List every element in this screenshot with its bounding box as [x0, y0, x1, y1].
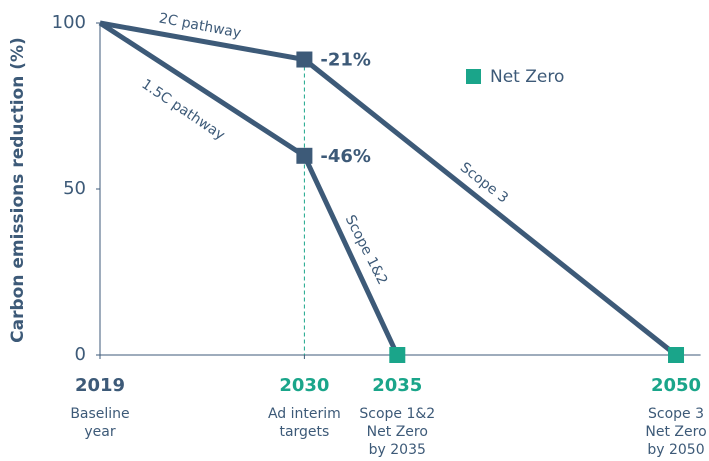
point-label: -21% [320, 50, 371, 71]
x-tick-caption: Ad interim [268, 406, 341, 422]
legend-label: Net Zero [490, 67, 564, 87]
x-tick-label: 2030 [279, 375, 329, 396]
interim-marker [296, 51, 313, 68]
x-tick-label: 2035 [372, 375, 422, 396]
x-tick-label: 2050 [651, 375, 701, 396]
y-tick-label: 100 [52, 12, 86, 33]
y-tick-label: 0 [75, 344, 86, 365]
x-tick-caption: Scope 3 [648, 406, 704, 422]
x-tick-caption: by 2035 [369, 442, 426, 458]
series-line [99, 20, 678, 357]
x-tick-caption: Baseline [70, 406, 129, 422]
series-line [98, 20, 400, 357]
y-tick-label: 50 [63, 178, 86, 199]
segment-label: 1.5C pathway [138, 76, 227, 143]
point-label: -46% [320, 146, 371, 167]
x-tick-caption: Net Zero [645, 424, 706, 440]
net-zero-marker [389, 347, 406, 363]
x-tick-caption: targets [279, 424, 329, 440]
x-tick-caption: Scope 1&2 [359, 406, 435, 422]
interim-marker [296, 147, 313, 164]
x-tick-caption: year [84, 424, 115, 440]
x-tick-caption: by 2050 [647, 442, 704, 458]
legend-swatch [466, 69, 481, 84]
x-tick-label: 2019 [75, 375, 125, 396]
y-axis-label: Carbon emissions reduction (%) [8, 37, 28, 343]
net-zero-marker [668, 347, 685, 363]
x-tick-caption: Net Zero [367, 424, 428, 440]
